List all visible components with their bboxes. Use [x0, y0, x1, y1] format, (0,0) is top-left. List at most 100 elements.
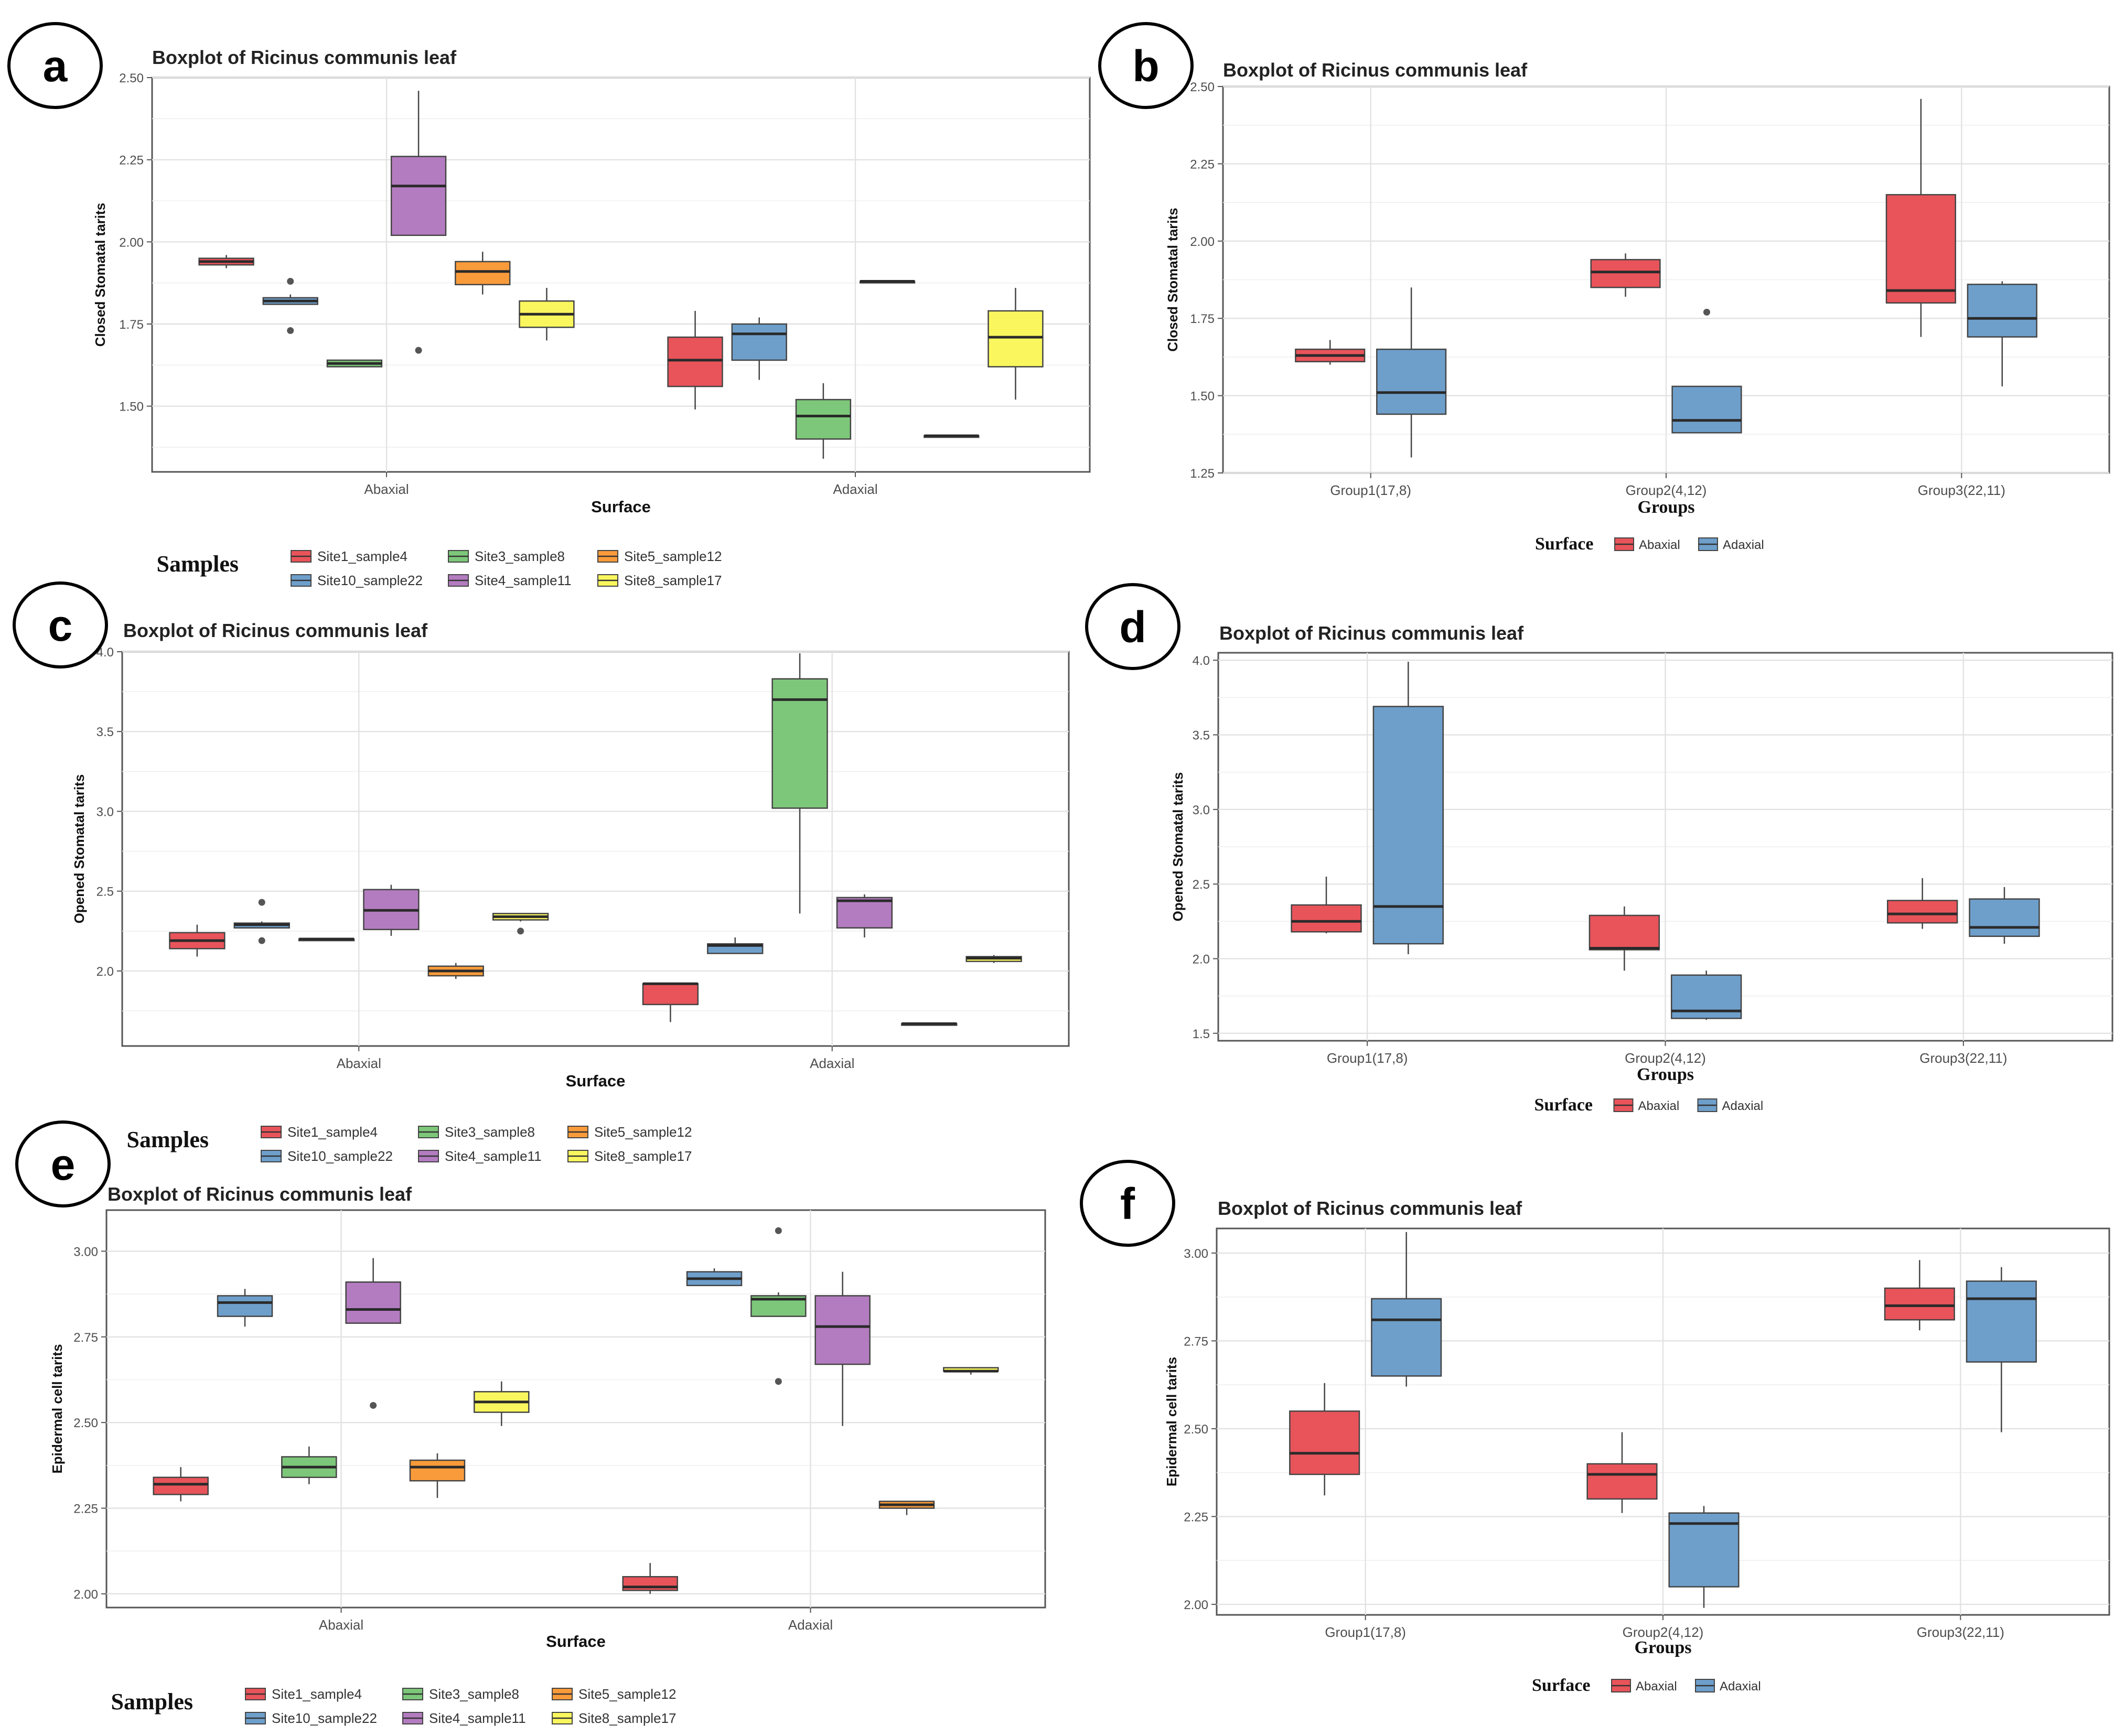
box-site3-adaxial [750, 1227, 807, 1385]
legend-title: Samples [157, 551, 239, 577]
legend-item-label: Abaxial [1636, 1679, 1677, 1694]
chart-panel-e: e Boxplot of Ricinus communis leaf 2.00 2.2… [15, 1120, 1046, 1726]
box-body [217, 1295, 273, 1317]
box-body [345, 1281, 401, 1324]
y-tick-label: 2.25 [119, 154, 144, 168]
y-tick-label: 2.0 [96, 965, 114, 979]
legend-item-label: Site10_sample22 [317, 573, 423, 588]
box-site10-adaxial [731, 317, 787, 380]
box-abaxial-group1-17-8- [1295, 340, 1366, 365]
box-body [1967, 284, 2037, 338]
legend-item-label: Adaxial [1723, 538, 1764, 552]
y-tick-label: 2.00 [1190, 235, 1215, 249]
y-axis-label: Opened Stomatal tarits [1170, 772, 1186, 922]
x-tick-label: Group2(4,12) [1623, 1624, 1704, 1640]
panel-label: d [1119, 602, 1146, 652]
box-site5-adaxial [901, 1022, 958, 1026]
legend: Samples Site1_sample4 Site10_sample22 Site3… [127, 1124, 692, 1164]
chart-title: Boxplot of Ricinus communis leaf [1219, 622, 1524, 644]
legend-item-label: Adaxial [1722, 1099, 1764, 1113]
box-site3-abaxial [281, 1446, 337, 1484]
box-site10-adaxial [707, 937, 764, 954]
panel-label: b [1132, 41, 1159, 91]
box-body [1372, 706, 1444, 945]
panel-badge [15, 1120, 111, 1207]
x-axis-label: Groups [1638, 498, 1695, 517]
y-tick-label: 4.0 [96, 645, 114, 660]
box-abaxial-group2-4-12- [1586, 1432, 1658, 1513]
box-body [814, 1295, 871, 1365]
x-tick-label: Group1(17,8) [1325, 1624, 1406, 1640]
box-body [1966, 1280, 2037, 1363]
box-body [1590, 258, 1661, 288]
box-body [455, 261, 511, 286]
x-tick-label: Group3(22,11) [1919, 1050, 2007, 1066]
box-site1-adaxial [667, 310, 723, 409]
y-tick-label: 2.5 [1193, 878, 1210, 892]
box-body [1376, 348, 1447, 415]
box-adaxial-group2-4-12- [1671, 308, 1742, 434]
box-site1-adaxial [622, 1563, 678, 1594]
box-body [1289, 1410, 1360, 1475]
x-tick-label: Group3(22,11) [1918, 482, 2005, 498]
box-site1-abaxial [153, 1467, 209, 1502]
box-body [1371, 1298, 1442, 1377]
box-site1-adaxial [642, 982, 699, 1022]
panel-label: c [48, 601, 73, 650]
y-tick-label: 3.00 [1184, 1247, 1208, 1261]
legend: Samples Site1_sample4 Site10_sample22 Site3… [111, 1686, 677, 1726]
x-axis-label: Surface [591, 498, 651, 516]
chart-title: Boxplot of Ricinus communis leaf [123, 620, 428, 641]
x-axis-label: Surface [546, 1632, 606, 1651]
box-adaxial-group2-4-12- [1670, 971, 1742, 1020]
box-body [153, 1476, 209, 1495]
legend-item-label: Site5_sample12 [624, 548, 722, 564]
legend-title: Surface [1532, 1676, 1590, 1695]
panel-label: a [43, 41, 68, 91]
legend-item-label: Site5_sample12 [594, 1124, 692, 1140]
box-adaxial-group1-17-8- [1372, 662, 1444, 954]
y-tick-label: 1.75 [119, 318, 144, 332]
outlier-point [258, 899, 265, 906]
box-abaxial-group3-22-11- [1884, 1260, 1955, 1331]
y-axis-label: Closed Stomatal tarits [92, 203, 108, 347]
box-body [1885, 194, 1956, 304]
legend-title: Samples [127, 1127, 209, 1152]
panel-label: e [51, 1140, 76, 1189]
x-tick-label: Group2(4,12) [1625, 1050, 1706, 1066]
box-site4-adaxial [836, 894, 893, 937]
y-tick-label: 2.75 [1184, 1334, 1208, 1349]
legend-title: Samples [111, 1689, 193, 1715]
outlier-point [287, 327, 294, 335]
y-tick-label: 4.0 [1193, 654, 1210, 668]
panel-label: f [1120, 1179, 1135, 1228]
y-tick-label: 2.00 [119, 235, 144, 250]
outlier-point [775, 1227, 782, 1234]
box-abaxial-group1-17-8- [1289, 1383, 1360, 1496]
box-site4-abaxial [345, 1258, 401, 1409]
box-site1-abaxial [198, 255, 254, 268]
y-axis-label: Epidermal cell tarits [49, 1344, 65, 1473]
y-tick-label: 2.0 [1193, 952, 1210, 966]
x-tick-label: Adaxial [833, 481, 877, 497]
y-tick-label: 2.75 [73, 1331, 98, 1345]
box-site10-abaxial [233, 899, 290, 944]
x-tick-label: Group1(17,8) [1330, 482, 1411, 498]
box-site5-abaxial [455, 252, 511, 295]
box-adaxial-group3-22-11- [1966, 1267, 2037, 1432]
legend: Samples Site1_sample4 Site10_sample22 Site3… [157, 548, 722, 588]
box-abaxial-group3-22-11- [1885, 99, 1956, 337]
box-adaxial-group1-17-8- [1371, 1232, 1442, 1387]
y-axis-label: Epidermal cell tarits [1164, 1357, 1179, 1486]
y-tick-label: 2.50 [1184, 1422, 1208, 1437]
box-body [988, 310, 1044, 368]
legend-item-label: Site8_sample17 [594, 1148, 692, 1164]
box-body [409, 1459, 466, 1482]
box-site5-adaxial [924, 434, 980, 438]
x-axis-label: Groups [1635, 1638, 1692, 1657]
box-site10-abaxial [217, 1289, 273, 1327]
x-tick-label: Adaxial [788, 1617, 833, 1633]
legend-item-label: Site1_sample4 [272, 1686, 362, 1702]
chart-panel-d: d Boxplot of Ricinus communis leaf 1.5 2.0 2… [1085, 583, 2113, 1115]
